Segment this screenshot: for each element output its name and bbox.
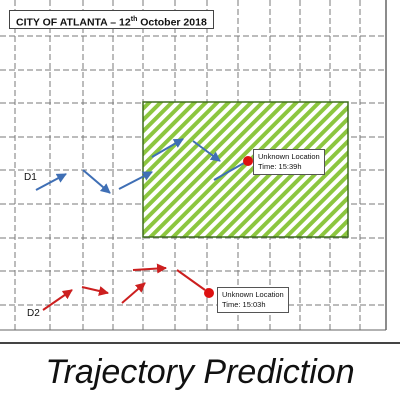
d2-unknown-location-box: Unknown Location Time: 15:03h	[217, 287, 289, 313]
map-frame: CITY OF ATLANTA – 12th October 2018 D1 D…	[0, 0, 400, 344]
d1-predicted-location-dot	[243, 156, 253, 166]
d1-unknown-location-time: Time: 15:39h	[258, 162, 302, 171]
d1-unknown-location-label: Unknown Location	[258, 152, 320, 161]
d2-segment	[121, 282, 146, 304]
d2-trajectory	[42, 263, 206, 311]
drone-label-d1: D1	[24, 172, 37, 183]
d2-segment	[81, 286, 109, 296]
d1-segment	[82, 169, 111, 194]
d1-segment	[192, 140, 221, 162]
map-title-ordinal: th	[130, 16, 138, 23]
d1-unknown-location-box: Unknown Location Time: 15:39h	[253, 149, 325, 175]
d1-segment	[35, 173, 67, 191]
d1-trajectory	[35, 138, 245, 194]
drone-label-d2: D2	[27, 308, 40, 319]
d2-unknown-location-time: Time: 15:03h	[222, 300, 266, 309]
d2-predicted-segment	[176, 269, 206, 291]
d2-segment	[132, 263, 167, 274]
d2-predicted-location-dot	[204, 288, 214, 298]
d2-segment	[42, 289, 73, 311]
caption: Trajectory Prediction	[45, 352, 355, 391]
map-title: CITY OF ATLANTA – 12th October 2018	[9, 10, 214, 29]
d1-predicted-segment	[213, 162, 245, 181]
map-title-suffix: October 2018	[137, 16, 207, 29]
map-title-prefix: CITY OF ATLANTA – 12	[16, 16, 131, 29]
city-map	[0, 0, 387, 331]
d1-segment	[118, 171, 153, 190]
d1-segment	[151, 138, 184, 158]
d2-unknown-location-label: Unknown Location	[222, 290, 284, 299]
